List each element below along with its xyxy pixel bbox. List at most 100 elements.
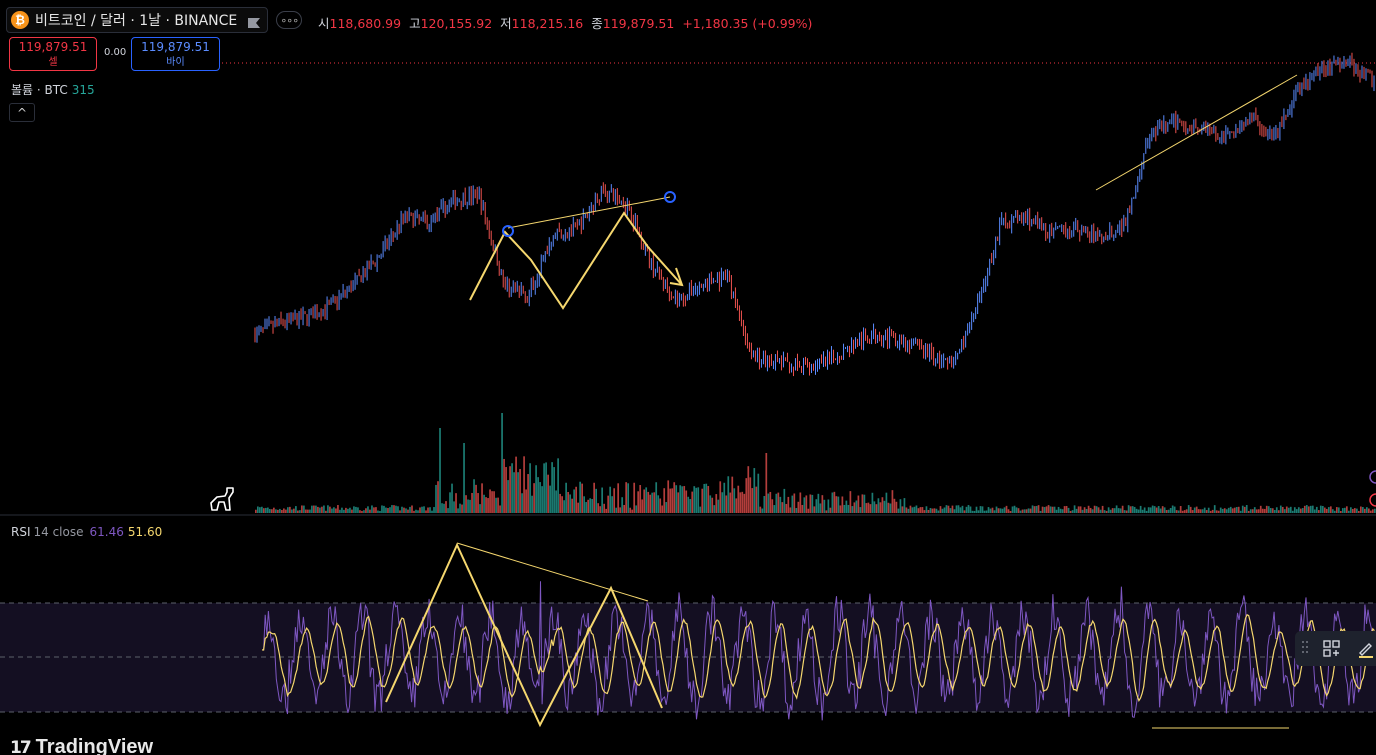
volume-bar <box>665 502 668 513</box>
volume-bar <box>481 483 483 513</box>
volume-bar <box>451 483 453 513</box>
volume-bar <box>1185 509 1188 513</box>
volume-bar <box>345 507 347 513</box>
close-value: 119,879.51 <box>602 16 675 31</box>
rsi-series <box>261 581 1375 721</box>
volume-bar <box>423 506 425 513</box>
volume-bar <box>309 509 311 513</box>
volume-bar <box>1367 508 1370 513</box>
sell-button[interactable]: 119,879.51 셀 <box>9 37 97 71</box>
rsi-trendline[interactable] <box>456 542 649 602</box>
volume-bar <box>737 485 740 513</box>
volume-bar <box>379 510 381 513</box>
symbol-header: ₿ 비트코인 / 달러 · 1날 · BINANCE ∘∘∘ <box>6 7 303 33</box>
volume-bar <box>1269 508 1272 513</box>
collapse-legend-button[interactable]: ^ <box>9 103 35 122</box>
volume-bar <box>843 504 846 513</box>
tradingview-logo[interactable]: 17 TradingView <box>10 736 153 755</box>
volume-bar <box>875 504 878 513</box>
rsi-drawings[interactable] <box>385 542 1289 729</box>
flag-icon[interactable] <box>247 14 261 28</box>
trendline-handle-start[interactable] <box>502 225 514 237</box>
volume-bar <box>873 501 876 513</box>
volume-bar <box>509 466 511 513</box>
more-options-button[interactable]: ∘∘∘ <box>276 11 303 29</box>
volume-bar <box>1145 510 1148 513</box>
volume-bar <box>765 453 768 513</box>
trendline-2[interactable] <box>1095 74 1298 191</box>
volume-bar <box>683 486 686 513</box>
volume-bar <box>1251 509 1254 513</box>
volume-bar <box>629 507 632 513</box>
buy-price: 119,879.51 <box>141 40 210 54</box>
volume-bar <box>979 506 982 513</box>
buy-button[interactable]: 119,879.51 바이 <box>131 37 220 71</box>
dinosaur-icon[interactable] <box>210 487 234 511</box>
volume-bar <box>533 483 535 513</box>
volume-bar <box>1327 507 1330 513</box>
volume-bar <box>575 486 577 513</box>
volume-bar <box>643 489 646 513</box>
volume-bar <box>525 489 527 513</box>
volume-bar <box>1133 506 1136 513</box>
volume-bar <box>1197 509 1200 513</box>
volume-bar <box>633 482 636 513</box>
zigzag-drawing[interactable] <box>469 211 683 310</box>
event-marker-icon[interactable] <box>1369 470 1376 484</box>
volume-bar <box>397 506 399 513</box>
volume-bar <box>973 510 976 513</box>
volume-bar <box>995 506 998 513</box>
arrow-head <box>669 267 684 287</box>
volume-bar <box>545 462 547 513</box>
volume-bar <box>949 508 952 513</box>
volume-bar <box>1225 509 1228 513</box>
volume-bar <box>999 508 1002 513</box>
volume-bar <box>669 488 672 513</box>
volume-bar <box>625 482 628 513</box>
volume-bar <box>1245 505 1248 513</box>
volume-bar <box>649 494 652 513</box>
volume-bar <box>1089 507 1092 513</box>
pencil-icon[interactable] <box>1351 634 1376 664</box>
volume-bar <box>627 483 630 513</box>
trendline-handle-end[interactable] <box>664 191 676 203</box>
trendline-1[interactable] <box>507 196 671 229</box>
open-label: 시 <box>318 16 330 31</box>
volume-bar <box>331 508 333 513</box>
volume-bar <box>573 489 575 513</box>
volume-bar <box>589 498 591 513</box>
volume-bar <box>733 488 736 513</box>
volume-bar <box>1063 506 1066 513</box>
volume-bar <box>701 488 704 513</box>
volume-bar <box>339 509 341 513</box>
price-drawings[interactable] <box>469 74 1298 310</box>
volume-bar <box>831 492 834 513</box>
volume-bar <box>1187 505 1190 513</box>
volume-bar <box>1309 505 1312 513</box>
volume-bar <box>759 506 762 513</box>
volume-bar <box>655 482 658 513</box>
volume-bar <box>579 481 581 513</box>
volume-legend[interactable]: 볼륨 · BTC 315 <box>11 81 95 98</box>
volume-bar <box>741 491 744 513</box>
grip-icon[interactable] <box>1301 640 1313 657</box>
volume-bar <box>1347 510 1350 513</box>
rsi-zigzag-drawing[interactable] <box>385 542 663 728</box>
event-marker-icon-2[interactable] <box>1369 493 1376 507</box>
volume-bar <box>1329 506 1332 513</box>
rsi-legend[interactable]: RSI 14 close 61.46 51.60 <box>11 525 162 539</box>
volume-bar <box>867 502 870 513</box>
object-tree-icon[interactable] <box>1317 634 1347 664</box>
volume-bar <box>603 503 606 513</box>
symbol-title[interactable]: 비트코인 / 달러 · 1날 · BINANCE <box>35 13 238 29</box>
volume-bar <box>567 491 569 513</box>
volume-bar <box>1247 510 1250 513</box>
volume-bar <box>955 505 958 513</box>
symbol-selector[interactable]: ₿ 비트코인 / 달러 · 1날 · BINANCE <box>6 7 269 33</box>
drawing-toolbar[interactable] <box>1295 631 1376 666</box>
volume-bar <box>823 499 826 513</box>
volume-bar <box>651 492 654 513</box>
volume-bar <box>1025 509 1028 513</box>
volume-bar <box>1005 505 1008 513</box>
